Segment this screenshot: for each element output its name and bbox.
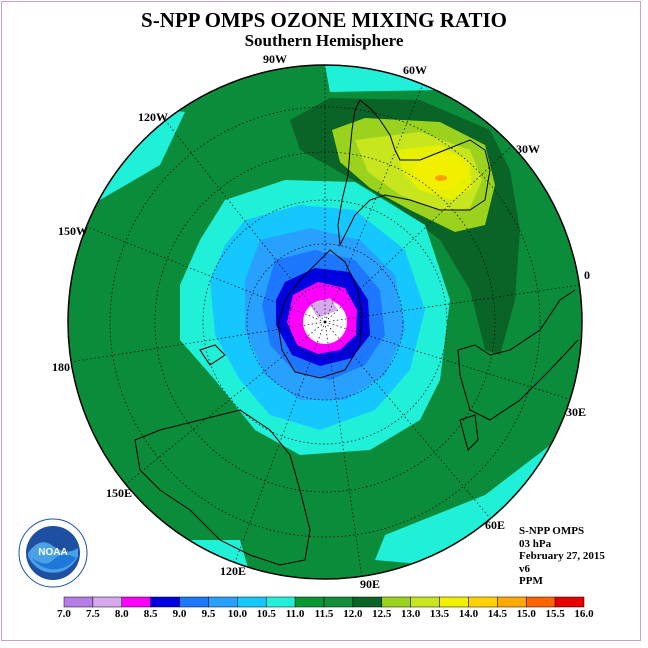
lon-label-180: 180 bbox=[52, 360, 70, 374]
info-version: v6 bbox=[519, 562, 530, 575]
colorbar-tick-label: 7.0 bbox=[57, 608, 71, 620]
field-7-5 bbox=[310, 298, 338, 318]
colorbar-tick-label: 13.0 bbox=[401, 608, 421, 620]
lon-label-150e: 150E bbox=[106, 486, 133, 500]
field-aqua-nw bbox=[100, 110, 185, 200]
colorbar-swatch bbox=[323, 596, 354, 608]
colorbar-swatch bbox=[381, 596, 411, 608]
lon-label-30e: 30E bbox=[566, 405, 587, 419]
lon-label-120w: 120W bbox=[138, 110, 168, 124]
lon-label-150w: 150W bbox=[58, 224, 88, 238]
lon-label-30w: 30W bbox=[516, 142, 540, 156]
field-13-5-core bbox=[414, 154, 466, 190]
colorbar-tick-label: 10.5 bbox=[256, 608, 276, 620]
noaa-logo: NOAA bbox=[18, 518, 88, 588]
colorbar-swatch bbox=[63, 596, 94, 608]
colorbar-tick-label: 12.0 bbox=[343, 608, 363, 620]
colorbar-tick-label: 16.0 bbox=[574, 608, 594, 620]
info-instrument: S-NPP OMPS bbox=[519, 525, 585, 537]
colorbar-tick-label: 8.5 bbox=[143, 608, 158, 620]
colorbar-tick-label: 14.5 bbox=[487, 608, 507, 620]
coast-australia bbox=[134, 409, 311, 566]
info-level: 03 hPa bbox=[519, 537, 552, 550]
colorbar-swatch bbox=[525, 596, 556, 608]
logo-text: NOAA bbox=[38, 547, 67, 558]
colorbar-tick-label: 15.5 bbox=[545, 608, 565, 620]
graticule bbox=[69, 65, 581, 579]
coast-new-zealand bbox=[199, 344, 226, 366]
colorbar-swatch bbox=[265, 596, 296, 608]
map-boundary bbox=[67, 64, 583, 580]
lon-label-0: 0 bbox=[584, 268, 590, 282]
lon-label-90w: 90W bbox=[263, 52, 287, 66]
coast-south-america bbox=[337, 99, 491, 247]
colorbar-swatch bbox=[554, 596, 585, 608]
colorbar-tick-label: 12.5 bbox=[372, 608, 392, 620]
map-title: S-NPP OMPS OZONE MIXING RATIO bbox=[141, 8, 507, 32]
colorbar bbox=[63, 596, 585, 608]
map-frame bbox=[1, 1, 641, 641]
colorbar-tick-label: 15.0 bbox=[516, 608, 536, 620]
colorbar-tick-label: 7.5 bbox=[86, 608, 100, 620]
lon-label-120e: 120E bbox=[220, 564, 247, 578]
colorbar-swatch bbox=[468, 596, 498, 608]
colorbar-swatch bbox=[237, 596, 267, 608]
colorbar-swatch bbox=[497, 596, 527, 608]
ozone-field bbox=[68, 65, 582, 579]
coast-antarctica bbox=[277, 249, 363, 379]
lon-label-90e: 90E bbox=[360, 577, 381, 591]
colorbar-tick-label: 8.0 bbox=[114, 608, 129, 620]
colorbar-swatch bbox=[150, 596, 180, 608]
colorbar-tick-label: 13.5 bbox=[429, 608, 450, 620]
field-max bbox=[435, 175, 447, 181]
colorbar-swatch bbox=[410, 596, 440, 608]
colorbar-swatch bbox=[439, 596, 469, 608]
colorbar-tick-label: 9.5 bbox=[201, 608, 216, 620]
colorbar-tick-label: 10.0 bbox=[227, 608, 247, 620]
info-date: February 27, 2015 bbox=[519, 550, 605, 562]
info-units: PPM bbox=[519, 575, 543, 587]
colorbar-swatch bbox=[294, 596, 325, 608]
colorbar-swatch bbox=[352, 596, 383, 608]
map-subtitle: Southern Hemisphere bbox=[244, 31, 404, 50]
colorbar-tick-label: 11.5 bbox=[314, 608, 334, 620]
colorbar-swatch bbox=[92, 596, 123, 608]
colorbar-swatch bbox=[179, 596, 209, 608]
lon-label-60e: 60E bbox=[485, 518, 506, 532]
lon-label-60w: 60W bbox=[403, 63, 427, 77]
coast-madagascar bbox=[459, 414, 479, 451]
colorbar-tick-label: 9.0 bbox=[172, 608, 187, 620]
colorbar-tick-label: 11.0 bbox=[285, 608, 305, 620]
colorbar-swatch bbox=[208, 596, 238, 608]
colorbar-tick-label: 14.0 bbox=[458, 608, 479, 620]
info-block: S-NPP OMPS 03 hPa February 27, 2015 v6 P… bbox=[519, 525, 605, 588]
colorbar-swatch bbox=[121, 596, 151, 608]
